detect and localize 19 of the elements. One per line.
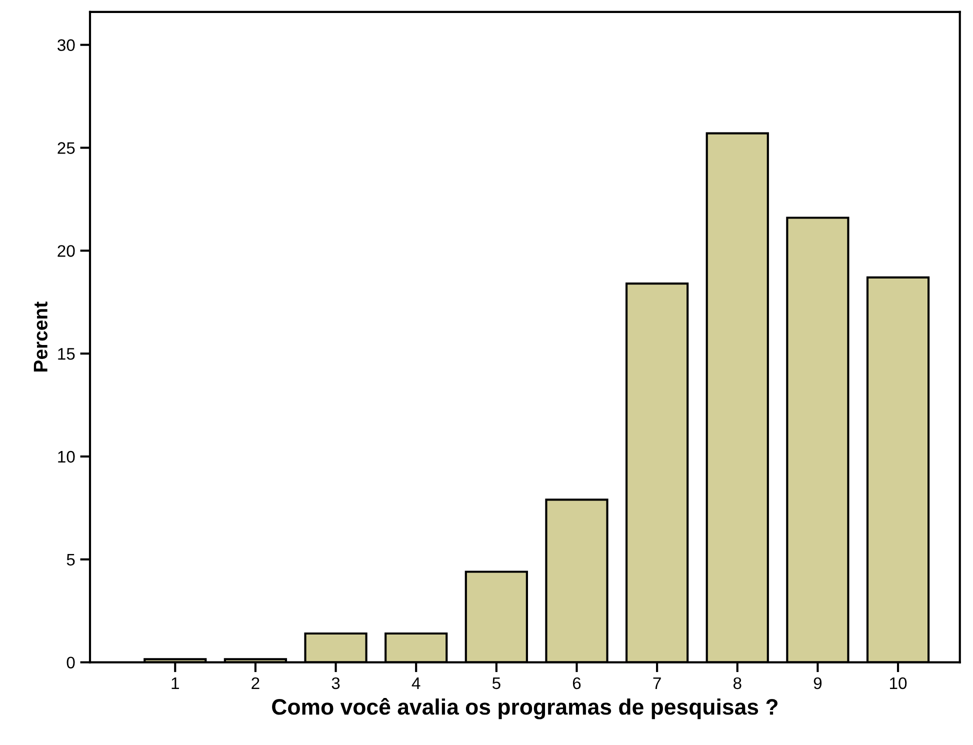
y-tick-label: 25 [58,142,75,154]
x-tick-label: 7 [653,678,661,689]
y-tick-label: 0 [66,656,75,669]
x-axis-title: Como você avalia os programas de pesquisas ? [272,698,778,720]
y-tick-label: 20 [58,245,75,257]
y-tick-label: 30 [58,39,75,52]
y-tick-label: 5 [66,554,75,566]
y-tick-label: 15 [58,348,75,360]
x-tick-label: 5 [492,678,500,690]
x-tick-label: 10 [890,677,907,690]
y-tick-label: 10 [58,450,75,463]
x-tick-label: 3 [332,677,340,690]
x-tick-label: 6 [572,677,581,690]
x-tick-label: 2 [252,677,260,689]
x-tick-label: 4 [412,678,420,689]
x-tick-label: 9 [814,677,822,690]
y-axis-title: Percent [34,302,48,372]
x-tick-label: 8 [733,677,742,690]
x-tick-label: 1 [172,678,179,689]
